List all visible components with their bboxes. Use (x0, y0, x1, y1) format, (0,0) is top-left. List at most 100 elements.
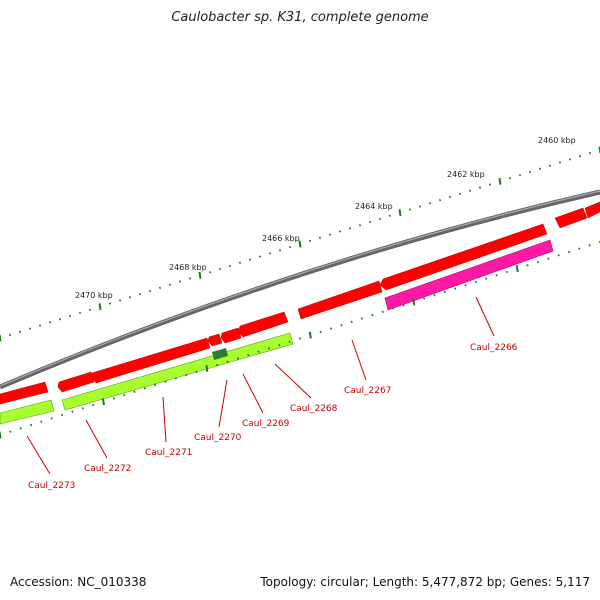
minor-tick (568, 158, 572, 161)
minor-tick (536, 260, 540, 264)
gene-label-caul-2273[interactable]: Caul_2273 (28, 481, 75, 491)
minor-tick (558, 161, 562, 164)
minor-tick (28, 327, 32, 330)
minor-tick (368, 220, 372, 224)
minor-tick (133, 390, 136, 393)
minor-tick (158, 286, 162, 290)
major-tick (98, 303, 102, 311)
minor-tick (50, 417, 53, 420)
highlight-feature[interactable] (212, 348, 228, 360)
minor-tick (185, 373, 188, 377)
minor-tick (448, 195, 452, 199)
scale-label-2468: 2468 kbp (169, 263, 207, 272)
gene-label-caul-2270[interactable]: Caul_2270 (194, 433, 242, 443)
minor-tick (408, 208, 412, 211)
minor-tick (488, 183, 492, 186)
minor-tick (216, 363, 219, 367)
genome-backbone (0, 189, 600, 390)
minor-tick (319, 330, 322, 334)
minor-tick (381, 310, 384, 314)
minor-tick (164, 380, 167, 383)
gene-feature[interactable] (584, 201, 600, 219)
minor-tick (78, 311, 82, 315)
gene-feature[interactable] (207, 333, 223, 347)
gene-feature[interactable] (554, 207, 588, 229)
gene-feature[interactable] (0, 381, 49, 405)
gene-label-caul-2266[interactable]: Caul_2266 (470, 343, 518, 353)
minor-tick (71, 410, 74, 413)
minor-tick (388, 214, 392, 218)
minor-tick (508, 176, 512, 180)
minor-tick (526, 264, 529, 267)
minor-tick (588, 151, 592, 155)
minor-tick (195, 370, 198, 374)
gene-label-caul-2272[interactable]: Caul_2272 (84, 464, 131, 474)
minor-tick (340, 323, 343, 327)
minor-tick (391, 307, 395, 310)
gene-feature[interactable] (0, 399, 55, 425)
minor-tick (478, 186, 482, 189)
scale-label-2464: 2464 kbp (355, 202, 393, 211)
minor-tick (228, 264, 232, 268)
minor-tick (257, 350, 260, 354)
genome-backbone-highlight (0, 190, 600, 387)
minor-tick (557, 254, 560, 257)
minor-tick (418, 205, 422, 208)
minor-tick (168, 283, 172, 286)
minor-tick (112, 397, 115, 400)
minor-tick (58, 317, 62, 321)
minor-tick (464, 284, 467, 287)
minor-tick (528, 170, 532, 174)
minor-tick (402, 303, 405, 307)
minor-tick (518, 173, 522, 177)
major-tick (398, 209, 402, 217)
minor-tick (378, 217, 382, 221)
minor-tick (288, 245, 292, 249)
minor-tick (428, 202, 432, 205)
minor-tick (329, 327, 333, 330)
minor-tick (438, 198, 442, 202)
accession-text: Accession: NC_010338 (10, 575, 147, 589)
major-tick (205, 364, 209, 372)
major-tick (412, 298, 416, 306)
scale-label-2466: 2466 kbp (262, 234, 300, 243)
minor-tick (588, 244, 591, 247)
scale-label-2470: 2470 kbp (75, 291, 113, 300)
rna-feature[interactable] (384, 239, 554, 311)
minor-tick (18, 330, 22, 333)
minor-tick (48, 321, 52, 324)
minor-tick (458, 192, 462, 196)
major-tick (298, 240, 302, 248)
genome-title: Caulobacter sp. K31, complete genome (171, 10, 429, 25)
minor-tick (360, 317, 364, 320)
forward-strand-genes (0, 201, 600, 405)
minor-tick (468, 189, 472, 192)
major-tick (515, 265, 519, 273)
gene-label-caul-2268[interactable]: Caul_2268 (290, 404, 338, 414)
minor-tick (122, 393, 126, 397)
gene-feature[interactable] (220, 327, 242, 344)
minor-tick (68, 314, 72, 318)
minor-tick (143, 387, 147, 390)
minor-tick (60, 413, 64, 417)
minor-tick (238, 261, 242, 265)
minor-tick (278, 343, 281, 347)
gene-label-caul-2269[interactable]: Caul_2269 (242, 419, 290, 429)
scale-labels: 2460 kbp 2462 kbp 2464 kbp 2466 kbp 2468… (75, 136, 576, 300)
scale-label-2462: 2462 kbp (447, 170, 485, 179)
label-connectors (26, 296, 495, 475)
gene-feature[interactable] (379, 223, 548, 291)
minor-tick (443, 290, 447, 294)
minor-tick (298, 337, 302, 340)
minor-tick (328, 233, 332, 236)
minor-tick (278, 249, 282, 252)
minor-tick (567, 250, 571, 254)
minor-tick (538, 167, 542, 171)
gene-feature[interactable] (237, 311, 289, 338)
minor-tick (226, 360, 229, 364)
gene-label-caul-2271[interactable]: Caul_2271 (145, 448, 192, 458)
gene-feature[interactable] (57, 371, 95, 393)
gene-label-caul-2267[interactable]: Caul_2267 (344, 386, 391, 396)
minor-tick (267, 347, 271, 350)
gene-feature[interactable] (297, 280, 383, 320)
